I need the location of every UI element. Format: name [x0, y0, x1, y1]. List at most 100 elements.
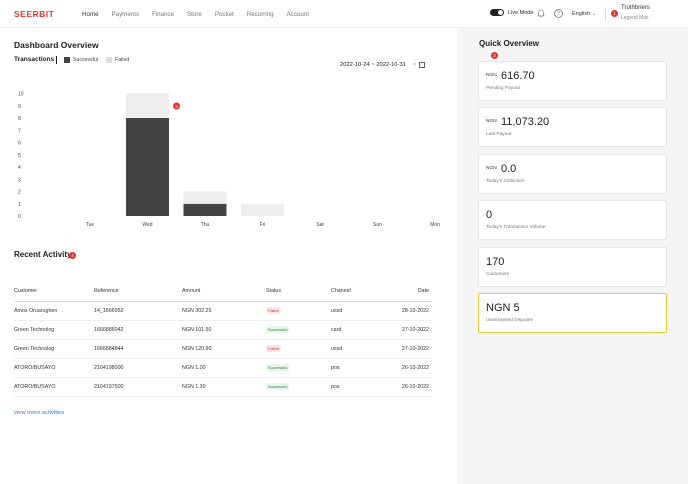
- transactions-label: Transactions: [14, 56, 55, 63]
- quick-overview-title: Quick Overview: [479, 39, 540, 48]
- table-row[interactable]: ATORO/BUSAYO 2104197500 NGN 1.30 Successful…: [14, 377, 432, 397]
- nav-store[interactable]: Store: [187, 10, 202, 18]
- cell-amount: NGN 302.25: [182, 301, 266, 321]
- x-tick-label: Sat: [316, 222, 324, 228]
- cell-amount: NGN 1.00: [182, 358, 266, 378]
- col-customer: Customer: [14, 288, 94, 302]
- cell-date: 26-10-2022: [381, 377, 432, 397]
- last-payout-card[interactable]: NGN 11,073.20 Last Payout: [478, 107, 667, 147]
- user-notification-badge: 1: [611, 10, 618, 17]
- nav-home[interactable]: Home: [82, 10, 99, 18]
- user-name[interactable]: Truthbriers: [621, 5, 650, 11]
- x-tick-label: Sun: [373, 222, 382, 228]
- page-title: Dashboard Overview: [14, 40, 99, 50]
- cell-status: Successful: [266, 320, 331, 340]
- cell-reference: 14_1666952: [94, 301, 182, 321]
- chart-annotation-badge: [173, 102, 180, 110]
- table-row[interactable]: ATORO/BUSAYO 2104198000 NGN 1.00 Successful…: [14, 358, 432, 378]
- col-reference: Reference: [94, 288, 182, 302]
- cell-customer: ATORO/BUSAYO: [14, 358, 94, 378]
- card-value: 0: [486, 209, 493, 221]
- chart-annotation-text: 3: [175, 104, 178, 109]
- transaction-volume-card[interactable]: 0 Today's Transaction Volume: [478, 200, 667, 240]
- view-more-activities-link[interactable]: view more activities: [14, 410, 65, 416]
- unanswered-disputes-card[interactable]: NGN 5 Unanswered Disputes: [478, 293, 667, 333]
- cell-date: 28-10-2022: [381, 301, 432, 321]
- transactions-chart: 0 1 2 3 4 5 6 7 8 9 10 Tue Wed Thu Fri Sat Sun Mon 3: [18, 92, 440, 229]
- nav-payments[interactable]: Payments: [111, 10, 140, 18]
- todays-collection-card[interactable]: NGN 0.0 Today's Collection: [478, 154, 667, 194]
- x-tick-label: Fri: [260, 222, 266, 228]
- cell-amount: NGN 101.50: [182, 320, 266, 340]
- language-select[interactable]: English: [572, 11, 591, 17]
- user-role: Legend Max: [621, 15, 649, 21]
- card-label: Unanswered Disputes: [486, 318, 533, 323]
- chart-legend: Successful Failed: [56, 56, 129, 64]
- chevron-down-icon[interactable]: ⌄: [592, 11, 597, 17]
- cell-reference: 2104197500: [94, 377, 182, 397]
- live-mode-toggle[interactable]: [490, 9, 504, 16]
- table-row[interactable]: Green Technolog 1666886042 NGN 101.50 Succe…: [14, 320, 432, 340]
- col-date: Date: [381, 288, 432, 302]
- x-tick-label: Mon: [430, 222, 440, 228]
- cell-channel: ussd: [331, 339, 381, 359]
- cell-status: Failed: [266, 301, 331, 321]
- table-row[interactable]: Green Technolog 1666884844 NGN 120.90 Faile…: [14, 339, 432, 359]
- legend-swatch-successful: [64, 57, 70, 63]
- cell-channel: pos: [331, 377, 381, 397]
- nav-recurring[interactable]: Recurring: [246, 10, 274, 18]
- cell-customer: ATORO/BUSAYO: [14, 377, 94, 397]
- cell-amount: NGN 1.30: [182, 377, 266, 397]
- bar-successful: [126, 118, 169, 216]
- y-tick-label: 7: [18, 128, 21, 134]
- cell-reference: 1666884844: [94, 339, 182, 359]
- main-nav: Home Payments Finance Store Pocket Recur…: [82, 11, 322, 18]
- nav-finance[interactable]: Finance: [152, 10, 175, 18]
- card-label: Customers: [486, 272, 510, 277]
- calendar-icon[interactable]: [419, 62, 425, 68]
- bar-failed: [183, 191, 227, 204]
- status-badge: Failed: [266, 345, 281, 352]
- y-tick-label: 3: [18, 177, 21, 183]
- top-bar: SEERBIT Home Payments Finance Store Pock…: [0, 0, 688, 28]
- card-label: Today's Transaction Volume: [486, 225, 546, 230]
- table-header-row: Customer Reference Amount Status Channel…: [14, 288, 432, 302]
- status-badge: Successful: [266, 364, 290, 371]
- activity-table: Customer Reference Amount Status Channel…: [14, 288, 432, 397]
- nav-account[interactable]: Account: [286, 10, 309, 18]
- nav-pocket[interactable]: Pocket: [214, 10, 234, 18]
- col-channel: Channel: [331, 288, 381, 302]
- recent-activity-badge: 4: [69, 252, 76, 259]
- cell-channel: card: [331, 320, 381, 340]
- y-tick-label: 4: [18, 165, 21, 171]
- y-tick-label: 8: [18, 116, 21, 122]
- legend-separator: [56, 56, 57, 64]
- bar-failed: [241, 203, 284, 216]
- card-value: 11,073.20: [501, 116, 550, 128]
- pending-payout-card[interactable]: NGN 616.70 Pending Payout: [478, 61, 667, 101]
- date-range-input[interactable]: 2022-10-24 ~ 2022-10-31: [340, 62, 406, 68]
- card-currency: NGN: [486, 73, 497, 78]
- cell-status: Failed: [266, 339, 331, 359]
- cell-date: 26-10-2022: [381, 358, 432, 378]
- bar-failed: [126, 93, 169, 118]
- y-tick-label: 9: [18, 104, 21, 110]
- y-tick-label: 5: [18, 153, 21, 159]
- quick-overview-badge: 2: [491, 52, 498, 59]
- customers-card[interactable]: 170 Customers: [478, 247, 667, 287]
- cell-status: Successful: [266, 377, 331, 397]
- table-row[interactable]: Amos Oruaroghen 14_1666952 NGN 302.25 Faile…: [14, 301, 432, 321]
- help-icon[interactable]: ?: [554, 9, 563, 18]
- cell-reference: 2104198000: [94, 358, 182, 378]
- bell-icon[interactable]: [537, 9, 545, 18]
- clear-date-icon[interactable]: ×: [413, 62, 417, 68]
- card-currency: NGN: [486, 166, 497, 171]
- y-tick-label: 6: [18, 141, 21, 147]
- card-value: NGN 5: [486, 302, 520, 314]
- cell-status: Successful: [266, 358, 331, 378]
- status-badge: Failed: [266, 307, 281, 314]
- cell-channel: pos: [331, 358, 381, 378]
- card-label: Last Payout: [486, 132, 512, 137]
- cell-date: 27-10-2022: [381, 320, 432, 340]
- seerbit-logo[interactable]: SEERBIT: [14, 9, 55, 19]
